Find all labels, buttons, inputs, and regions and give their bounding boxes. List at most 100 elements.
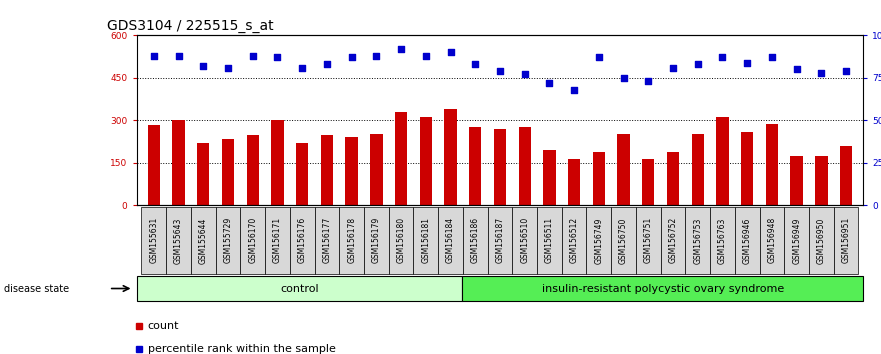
Bar — [463, 276, 863, 301]
Bar — [345, 137, 358, 205]
Bar — [544, 150, 556, 205]
Bar — [661, 207, 685, 274]
Bar — [493, 130, 507, 205]
Bar — [642, 159, 655, 205]
Bar — [741, 132, 753, 205]
Bar — [247, 135, 259, 205]
Text: GSM156512: GSM156512 — [570, 217, 579, 263]
Bar — [759, 207, 784, 274]
Point — [814, 70, 828, 76]
Bar — [790, 156, 803, 205]
Point — [196, 63, 211, 69]
Text: GSM156949: GSM156949 — [792, 217, 801, 264]
Bar — [444, 109, 456, 205]
Text: GSM156763: GSM156763 — [718, 217, 727, 264]
Point — [839, 68, 853, 74]
Point — [592, 55, 606, 60]
Point — [617, 75, 631, 81]
Bar — [315, 207, 339, 274]
Text: GSM156951: GSM156951 — [841, 217, 850, 263]
Text: GSM156948: GSM156948 — [767, 217, 776, 263]
Point — [543, 80, 557, 86]
Text: GSM156176: GSM156176 — [298, 217, 307, 263]
Bar — [519, 127, 531, 205]
Point — [493, 68, 507, 74]
Bar — [537, 207, 562, 274]
Point — [789, 67, 803, 72]
Bar — [716, 117, 729, 205]
Point — [320, 62, 334, 67]
Point — [740, 60, 754, 65]
Text: GSM156751: GSM156751 — [644, 217, 653, 263]
Text: GSM156187: GSM156187 — [495, 217, 505, 263]
Bar — [809, 207, 833, 274]
Bar — [587, 207, 611, 274]
Bar — [815, 156, 827, 205]
Point — [344, 55, 359, 60]
Point — [221, 65, 235, 70]
Bar — [611, 207, 636, 274]
Bar — [296, 143, 308, 205]
Text: GSM156171: GSM156171 — [273, 217, 282, 263]
Text: GSM155644: GSM155644 — [199, 217, 208, 264]
Point — [666, 65, 680, 70]
Text: GSM156946: GSM156946 — [743, 217, 751, 264]
Bar — [290, 207, 315, 274]
Bar — [339, 207, 364, 274]
Point — [443, 50, 457, 55]
Text: GSM156950: GSM156950 — [817, 217, 825, 264]
Bar — [216, 207, 241, 274]
Bar — [766, 124, 778, 205]
Point — [369, 53, 383, 59]
Bar — [137, 276, 463, 301]
Bar — [148, 125, 160, 205]
Bar — [636, 207, 661, 274]
Point — [691, 62, 705, 67]
Bar — [469, 127, 481, 205]
Point — [518, 72, 532, 77]
Bar — [191, 207, 216, 274]
Text: control: control — [280, 284, 319, 293]
Bar — [438, 207, 463, 274]
Text: GSM155729: GSM155729 — [224, 217, 233, 263]
Bar — [364, 207, 389, 274]
Point — [468, 62, 482, 67]
Bar — [692, 134, 704, 205]
Bar — [413, 207, 438, 274]
Bar — [241, 207, 265, 274]
Text: GSM156752: GSM156752 — [669, 217, 677, 263]
Text: GSM156510: GSM156510 — [520, 217, 529, 263]
Point — [246, 53, 260, 59]
Text: GSM156511: GSM156511 — [545, 217, 554, 263]
Bar — [173, 120, 185, 205]
Bar — [513, 207, 537, 274]
Point — [765, 55, 779, 60]
Bar — [321, 135, 333, 205]
Bar — [197, 143, 210, 205]
Text: GSM155643: GSM155643 — [174, 217, 183, 264]
Text: GSM156749: GSM156749 — [595, 217, 603, 264]
Point — [418, 53, 433, 59]
Text: GSM156184: GSM156184 — [446, 217, 455, 263]
Bar — [840, 146, 852, 205]
Text: percentile rank within the sample: percentile rank within the sample — [147, 344, 336, 354]
Bar — [463, 207, 487, 274]
Bar — [833, 207, 858, 274]
Bar — [370, 134, 382, 205]
Bar — [667, 152, 679, 205]
Point — [715, 55, 729, 60]
Bar — [685, 207, 710, 274]
Text: count: count — [147, 321, 179, 331]
Text: GSM156186: GSM156186 — [470, 217, 480, 263]
Point — [295, 65, 309, 70]
Text: GDS3104 / 225515_s_at: GDS3104 / 225515_s_at — [107, 19, 274, 33]
Bar — [784, 207, 809, 274]
Bar — [735, 207, 759, 274]
Bar — [265, 207, 290, 274]
Bar — [568, 159, 581, 205]
Bar — [487, 207, 513, 274]
Text: GSM156170: GSM156170 — [248, 217, 257, 263]
Text: GSM155631: GSM155631 — [150, 217, 159, 263]
Bar — [142, 207, 167, 274]
Text: GSM156750: GSM156750 — [619, 217, 628, 264]
